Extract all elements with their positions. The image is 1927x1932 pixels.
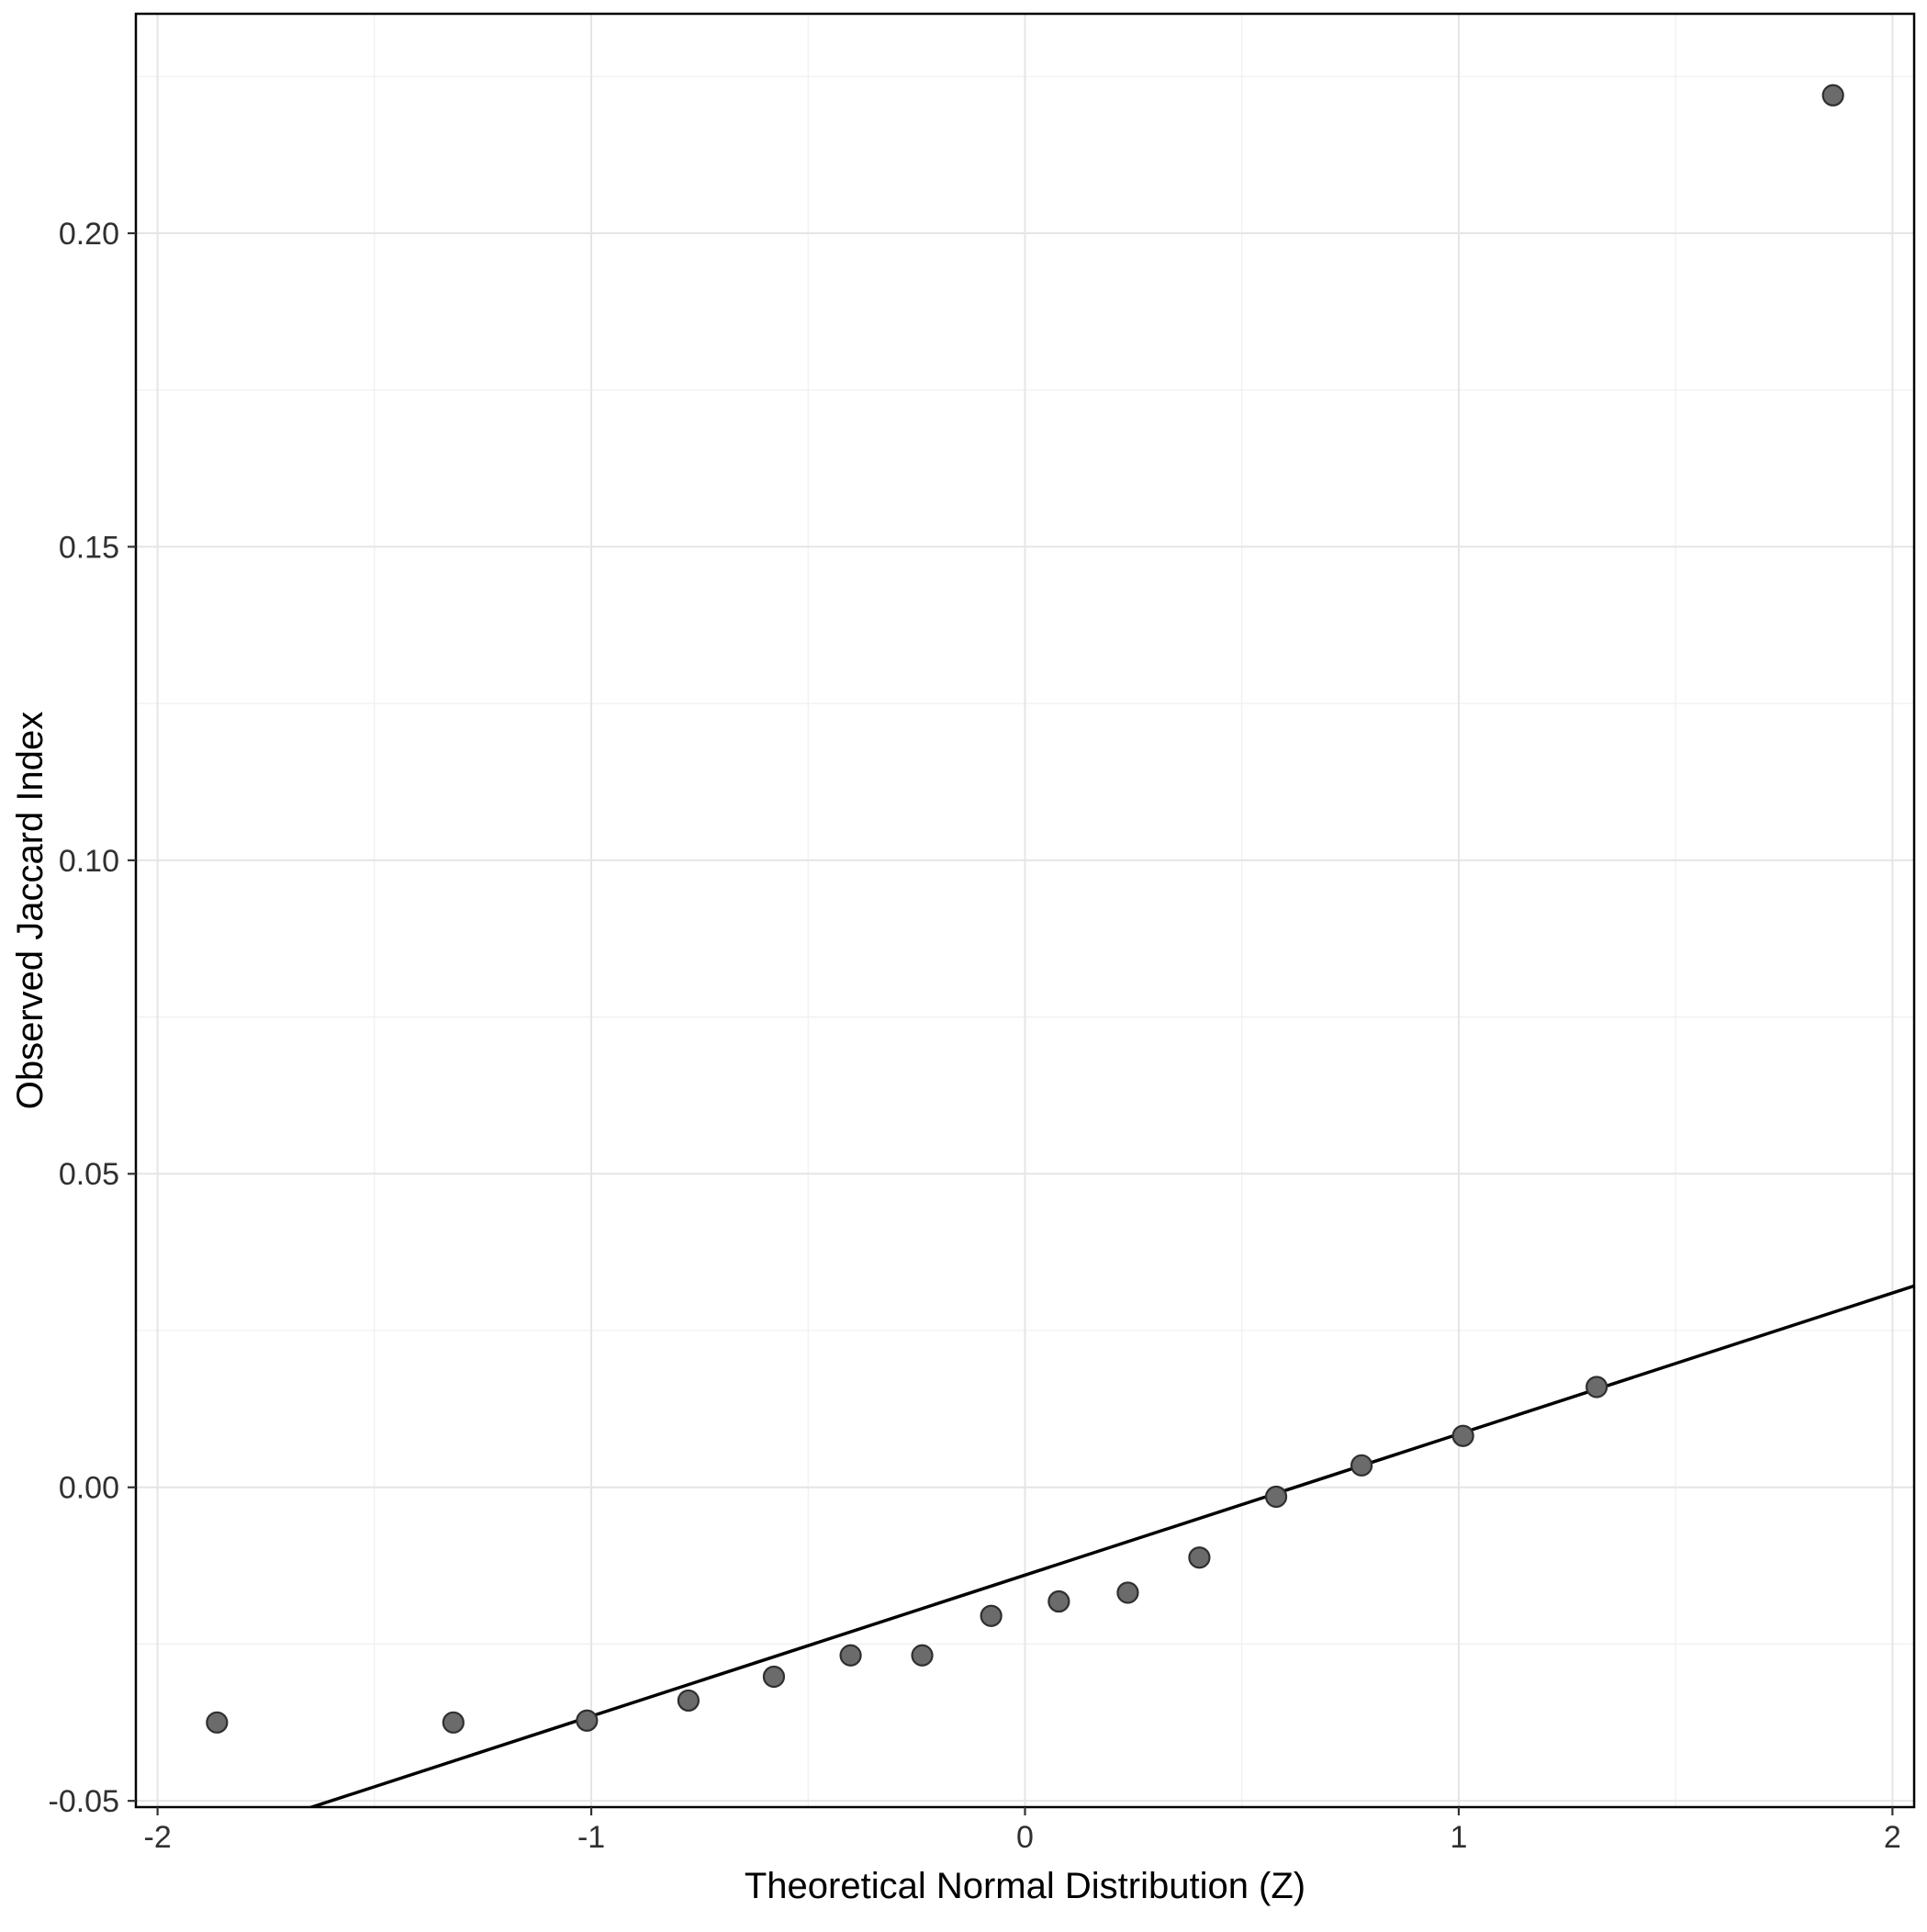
data-point [206, 1711, 229, 1734]
data-point [839, 1644, 862, 1667]
y-axis-title: Observed Jaccard Index [10, 712, 50, 1110]
data-point [1116, 1581, 1139, 1604]
reference-line [306, 1284, 1914, 1807]
data-point [980, 1604, 1003, 1627]
y-tick-label: 0.10 [59, 844, 119, 879]
plot-panel: -2 -1 0 1 2 -0.05 0.00 0.05 0.10 0.15 0.20 [49, 12, 1916, 1855]
y-tick-label: -0.05 [49, 1784, 120, 1819]
y-tick-label: 0.05 [59, 1157, 119, 1192]
x-tick-label: -2 [144, 1820, 172, 1855]
data-point [911, 1644, 934, 1667]
x-tick-label: 1 [1450, 1820, 1467, 1855]
y-tick-label: 0.15 [59, 530, 119, 565]
y-tick-label: 0.00 [59, 1471, 119, 1506]
y-tick-label: 0.20 [59, 217, 119, 252]
data-point [762, 1665, 786, 1689]
data-point [1350, 1454, 1373, 1477]
data-point [1585, 1376, 1608, 1398]
data-point [1188, 1546, 1211, 1569]
data-point [1264, 1485, 1288, 1509]
data-point [442, 1711, 465, 1734]
data-point [677, 1689, 700, 1713]
x-tick-label: 0 [1016, 1820, 1034, 1855]
x-tick-label: -1 [577, 1820, 605, 1855]
x-axis-title: Theoretical Normal Distribution (Z) [745, 1866, 1305, 1906]
data-point [1451, 1424, 1474, 1447]
data-point [1821, 84, 1844, 107]
data-point [1048, 1589, 1070, 1613]
x-tick-label: 2 [1884, 1820, 1901, 1855]
data-point [576, 1709, 599, 1732]
